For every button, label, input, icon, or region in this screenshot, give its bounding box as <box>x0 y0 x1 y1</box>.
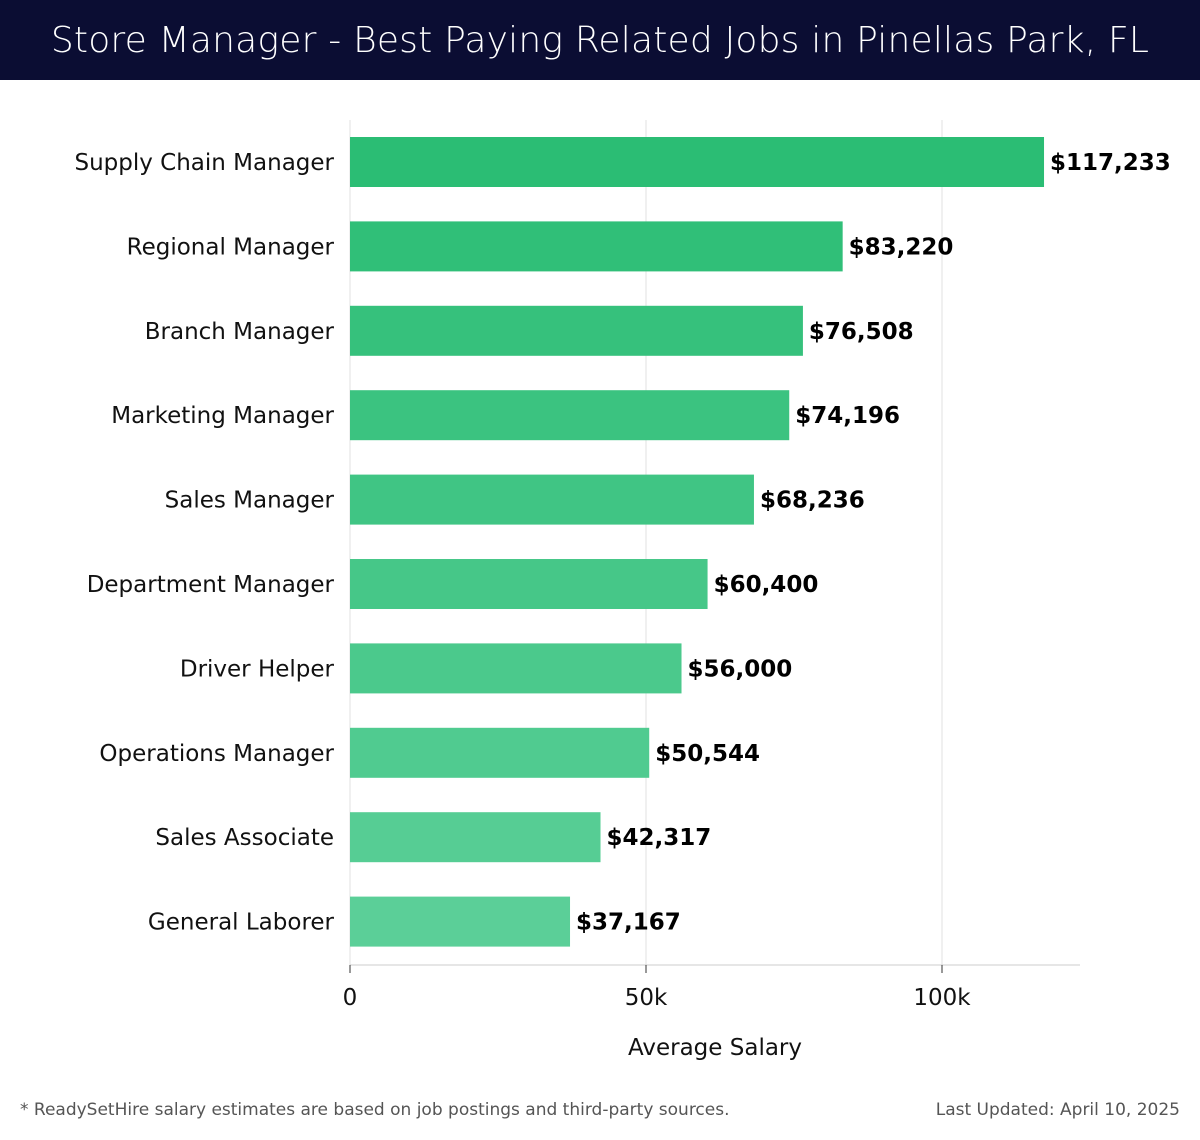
title-banner: Store Manager - Best Paying Related Jobs… <box>0 0 1200 80</box>
value-labels: $117,233 $83,220 $76,508 $74,196 $68,236 $60,… <box>576 150 1171 936</box>
bar-sales-manager <box>350 474 754 525</box>
category-label-department-manager: Department Manager <box>87 572 335 598</box>
bar-chart: Supply Chain Manager Regional Manager Bran… <box>74 120 1171 1061</box>
value-label-general-laborer: $37,167 <box>576 910 681 936</box>
value-label-branch-manager: $76,508 <box>809 319 914 345</box>
last-updated: Last Updated: April 10, 2025 <box>935 1100 1180 1120</box>
tick-label-50k: 50k <box>625 985 668 1011</box>
category-label-supply-chain-manager: Supply Chain Manager <box>74 150 334 176</box>
bar-branch-manager <box>350 305 803 356</box>
bar-marketing-manager <box>350 390 790 441</box>
category-labels: Supply Chain Manager Regional Manager Bran… <box>74 150 334 936</box>
category-label-sales-associate: Sales Associate <box>155 825 334 851</box>
category-label-operations-manager: Operations Manager <box>99 741 334 767</box>
value-label-marketing-manager: $74,196 <box>795 403 900 429</box>
tick-label-100k: 100k <box>913 985 971 1011</box>
category-label-driver-helper: Driver Helper <box>180 656 335 682</box>
value-label-driver-helper: $56,000 <box>688 656 793 682</box>
category-label-regional-manager: Regional Manager <box>127 234 335 260</box>
category-label-general-laborer: General Laborer <box>148 910 335 936</box>
value-label-operations-manager: $50,544 <box>655 741 760 767</box>
bar-regional-manager <box>350 221 843 272</box>
x-axis-title: Average Salary <box>628 1035 802 1061</box>
category-label-branch-manager: Branch Manager <box>145 319 335 345</box>
value-label-sales-associate: $42,317 <box>607 825 712 851</box>
bar-operations-manager <box>350 727 650 778</box>
value-label-regional-manager: $83,220 <box>849 234 954 260</box>
chart-title: Store Manager - Best Paying Related Jobs… <box>50 19 1150 61</box>
bar-general-laborer <box>350 896 571 947</box>
footnote: * ReadySetHire salary estimates are base… <box>20 1100 730 1120</box>
category-label-marketing-manager: Marketing Manager <box>111 403 334 429</box>
bar-driver-helper <box>350 643 682 694</box>
value-label-department-manager: $60,400 <box>714 572 819 598</box>
value-label-supply-chain-manager: $117,233 <box>1050 150 1171 176</box>
tick-label-0: 0 <box>343 985 358 1011</box>
category-label-sales-manager: Sales Manager <box>165 488 335 514</box>
bar-sales-associate <box>350 812 601 863</box>
bar-department-manager <box>350 559 708 609</box>
bar-supply-chain-manager <box>350 137 1045 187</box>
x-axis: 0 50k 100k <box>343 964 1080 1011</box>
bars <box>350 137 1045 947</box>
value-label-sales-manager: $68,236 <box>760 488 865 514</box>
